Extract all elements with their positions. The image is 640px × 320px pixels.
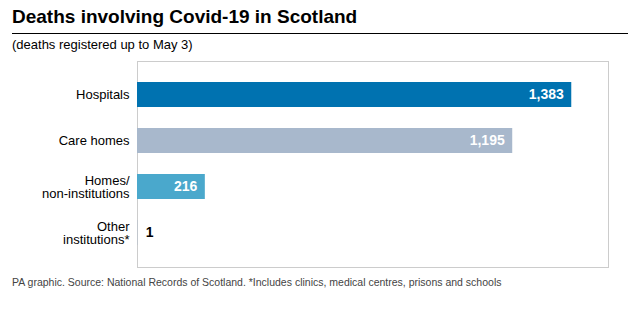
html-text:PA graphic. Source: National R: PA graphic. Source: National Records of …: [12, 276, 502, 288]
svg-text:Care homes: Care homes: [59, 133, 130, 148]
html-text:Deaths involving Covid-19 in S: Deaths involving Covid-19 in Scotland: [12, 6, 358, 27]
svg-text:1: 1: [146, 224, 154, 240]
svg-text:Homes/non-institutions: Homes/non-institutions: [42, 173, 130, 201]
svg-text:Hospitals: Hospitals: [76, 87, 130, 102]
svg-text:Otherinstitutions*: Otherinstitutions*: [63, 219, 130, 247]
svg-text:1,383: 1,383: [529, 86, 564, 102]
svg-text:216: 216: [174, 178, 198, 194]
svg-text:1,195: 1,195: [470, 132, 505, 148]
html-text:(deaths registered up to May 3: (deaths registered up to May 3): [12, 37, 193, 52]
